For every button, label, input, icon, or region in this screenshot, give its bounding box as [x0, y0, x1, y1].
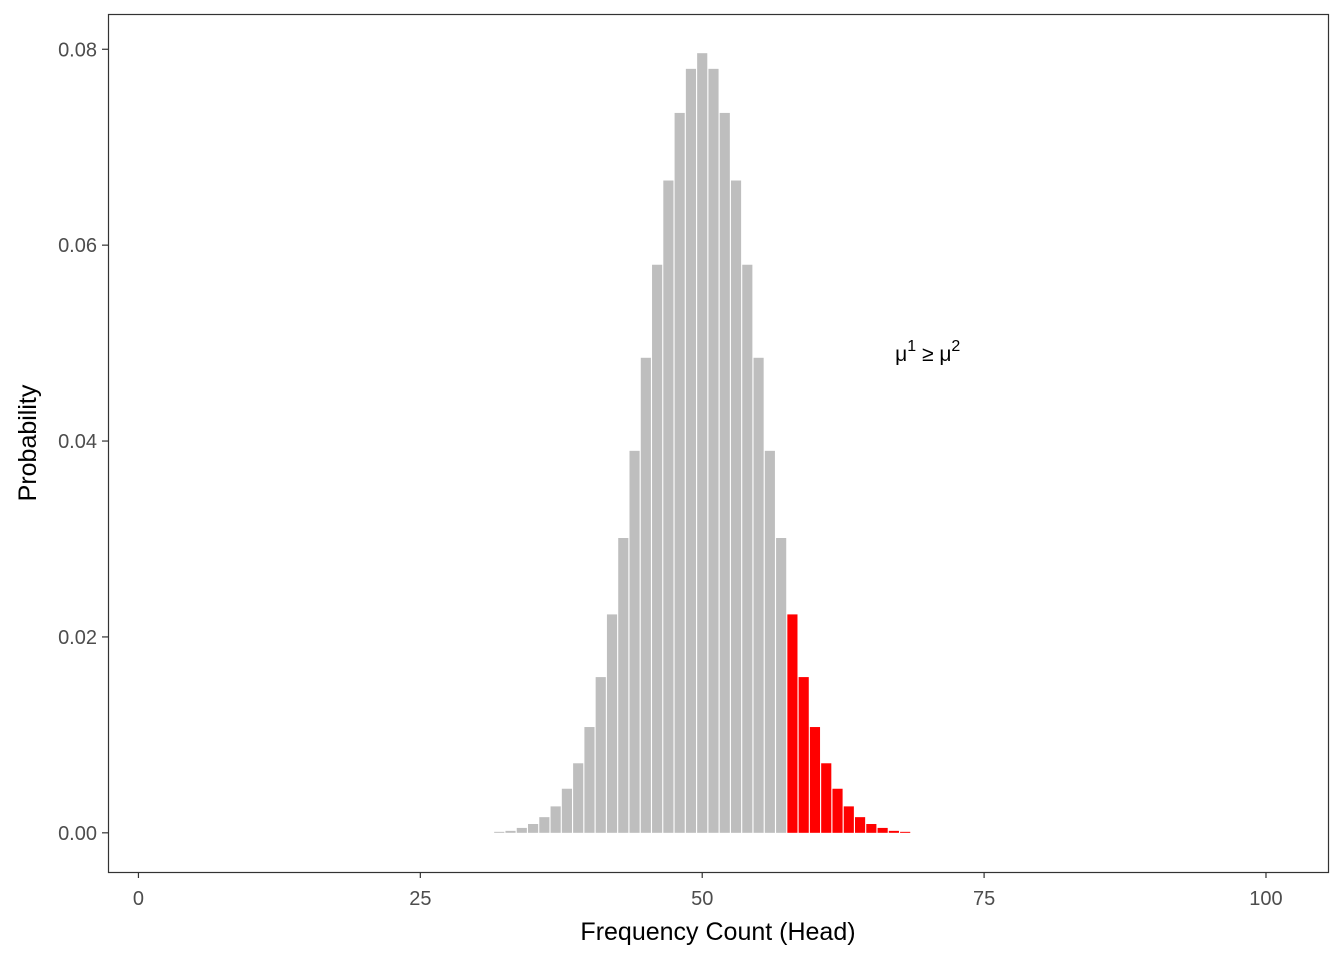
x-axis-title: Frequency Count (Head) — [580, 918, 855, 946]
y-tick-label: 0.00 — [58, 823, 97, 845]
annotation-text: ≥ — [916, 343, 939, 366]
bar-41 — [595, 677, 606, 833]
y-tick-label: 0.06 — [58, 235, 97, 257]
bars-group — [494, 53, 911, 833]
x-tick-label: 25 — [409, 888, 431, 910]
bar-62 — [832, 788, 843, 833]
bar-43 — [618, 538, 629, 833]
bar-60 — [809, 727, 821, 833]
bar-34 — [516, 827, 527, 833]
bar-45 — [640, 357, 651, 833]
annotation-text: μ — [895, 343, 907, 366]
bar-64 — [855, 817, 866, 833]
bar-50 — [697, 53, 708, 833]
bar-49 — [685, 68, 697, 833]
bar-63 — [843, 806, 854, 833]
bar-33 — [505, 830, 516, 833]
bar-42 — [606, 614, 618, 833]
bar-48 — [674, 112, 685, 833]
x-tick-label: 50 — [691, 888, 713, 910]
y-tick-label: 0.04 — [58, 431, 97, 453]
x-tick-label: 75 — [973, 888, 995, 910]
bar-57 — [776, 538, 787, 833]
x-axis: 0 25 50 75 100 — [133, 872, 1283, 910]
annotation-text: μ — [939, 343, 951, 366]
bar-35 — [528, 824, 539, 833]
y-axis: 0.00 0.02 0.04 0.06 0.08 — [58, 39, 108, 845]
bar-36 — [539, 817, 550, 833]
hypothesis-annotation: μ1 ≥ μ2 — [895, 338, 960, 366]
bar-66 — [877, 827, 888, 833]
x-tick-label: 100 — [1249, 888, 1282, 910]
bar-54 — [742, 264, 753, 833]
x-tick-label: 0 — [133, 888, 144, 910]
bar-39 — [573, 763, 584, 833]
bar-67 — [888, 830, 899, 833]
y-tick-label: 0.08 — [58, 39, 97, 61]
bar-59 — [798, 677, 809, 833]
bar-40 — [584, 727, 595, 833]
bar-53 — [730, 180, 742, 833]
bar-56 — [764, 450, 775, 833]
bar-44 — [629, 450, 640, 833]
bar-38 — [561, 788, 572, 833]
bar-68 — [900, 831, 911, 833]
annotation-superscript: 1 — [907, 338, 916, 355]
bar-65 — [866, 824, 877, 833]
annotation-superscript: 2 — [951, 338, 960, 355]
bar-37 — [550, 806, 561, 833]
bar-47 — [663, 180, 674, 833]
bar-58 — [787, 614, 798, 833]
bar-55 — [753, 357, 764, 833]
bar-61 — [821, 763, 832, 833]
bar-46 — [652, 264, 663, 833]
bar-51 — [708, 68, 719, 833]
bar-52 — [719, 112, 730, 833]
y-tick-label: 0.02 — [58, 627, 97, 649]
bar-32 — [494, 831, 505, 833]
y-axis-title: Probability — [14, 384, 42, 501]
